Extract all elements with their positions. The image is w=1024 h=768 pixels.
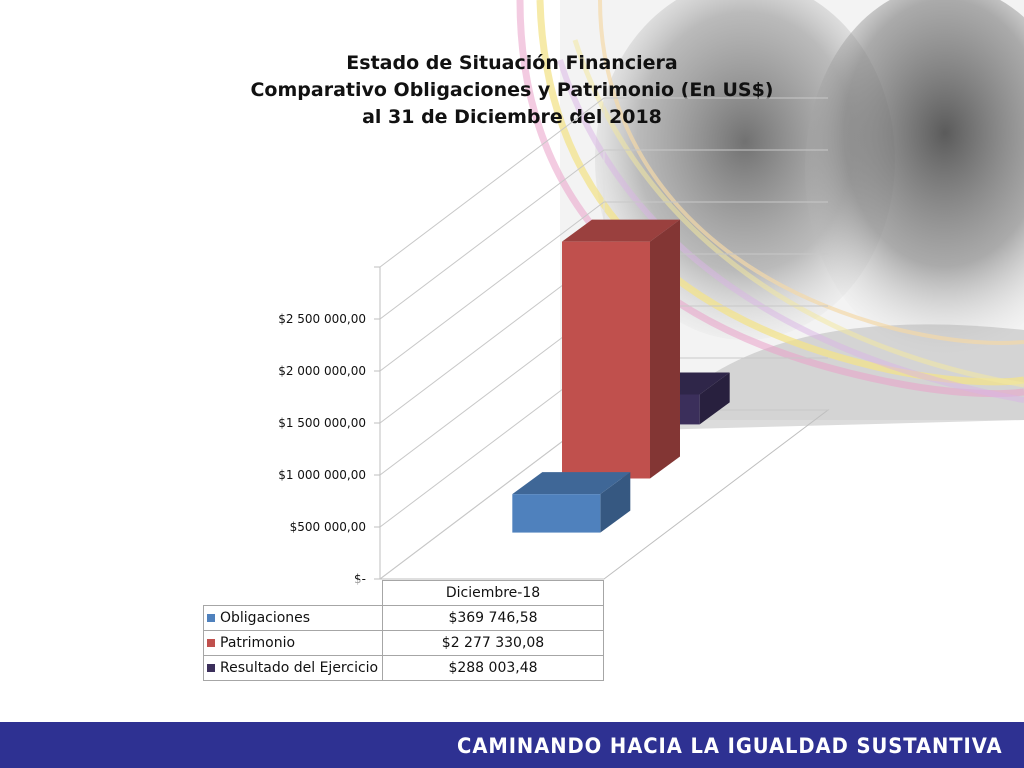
data-table-header-row: Diciembre-18 [204,580,604,606]
bar-front-face [562,241,650,479]
legend-entry-resultado-del-ejercicio: Resultado del Ejercicio [203,655,383,681]
y-axis-tick-labels: $- $500 000,00 $1 000 000,00 $1 500 000,00 $… [278,312,366,586]
gridline [379,97,828,268]
chart-title-block: Estado de Situación Financiera Comparati… [212,50,812,131]
data-table-value: $2 277 330,08 [382,630,604,656]
y-tick-label: $- [354,572,366,586]
data-table-value: $369 746,58 [382,605,604,631]
legend-label: Patrimonio [220,635,296,651]
data-table-row: Obligaciones $369 746,58 [203,605,604,631]
gridline [379,201,828,372]
legend-entry-obligaciones: Obligaciones [203,605,383,631]
bar-patrimonio [562,219,680,479]
legend-swatch [207,639,215,647]
data-table-category: Diciembre-18 [382,580,604,606]
data-table-corner [204,581,383,606]
data-table-value: $288 003,48 [382,655,604,681]
footer-banner: CAMINANDO HACIA LA IGUALDAD SUSTANTIVA [0,722,1024,768]
bar-side-face [650,219,680,479]
data-table-row: Resultado del Ejercicio $288 003,48 [203,655,604,681]
data-table-row: Patrimonio $2 277 330,08 [203,630,604,656]
y-tick-label: $1 000 000,00 [278,468,366,482]
legend-label: Resultado del Ejercicio [220,660,379,676]
gridline [379,149,828,320]
legend-swatch [207,664,215,672]
chart-bars [512,219,730,533]
y-tick-label: $2 000 000,00 [278,364,366,378]
bar-top-face [562,219,680,242]
legend-swatch [207,614,215,622]
bar-obligaciones [512,472,631,533]
bar-top-face [512,472,631,495]
bar-side-face [699,372,730,425]
chart-title: Estado de Situación Financiera [346,52,678,74]
footer-slogan: CAMINANDO HACIA LA IGUALDAD SUSTANTIVA [456,734,1002,758]
legend-entry-patrimonio: Patrimonio [203,630,383,656]
y-tick-label: $500 000,00 [290,520,366,534]
bar-side-face [600,472,631,533]
chart-subtitle: Comparativo Obligaciones y Patrimonio (E… [250,79,774,101]
y-tick-label: $1 500 000,00 [278,416,366,430]
bar-front-face [512,494,601,533]
legend-label: Obligaciones [220,610,311,626]
chart-data-table: Diciembre-18 Obligaciones $369 746,58 Pa… [203,580,604,681]
chart-subtitle-date: al 31 de Diciembre del 2018 [362,106,662,128]
y-tick-label: $2 500 000,00 [278,312,366,326]
